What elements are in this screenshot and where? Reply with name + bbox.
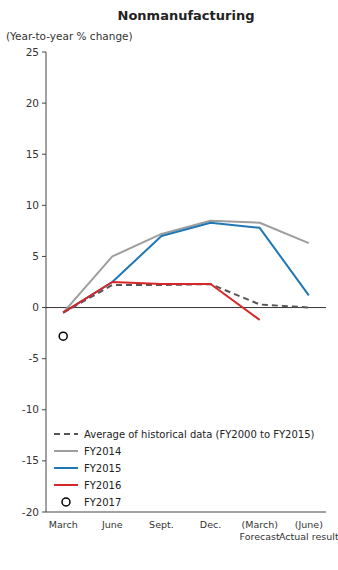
title: Nonmanufacturing — [118, 8, 255, 23]
legend-swatch — [54, 484, 78, 486]
y-axis-label: (Year-to-year % change) — [6, 30, 133, 42]
y-tick-label: -20 — [22, 506, 39, 518]
y-tick — [42, 512, 46, 513]
y-tick — [42, 409, 46, 410]
y-tick — [42, 103, 46, 104]
series-line — [63, 282, 259, 320]
y-tick — [42, 52, 46, 53]
series-line — [63, 223, 309, 313]
y-tick-label: 10 — [26, 199, 39, 211]
y-tick — [42, 154, 46, 155]
y-tick-label: 15 — [26, 148, 39, 160]
y-tick-label: -15 — [22, 454, 39, 466]
legend-label: Average of historical data (FY2000 to FY… — [84, 429, 315, 440]
legend-label: FY2015 — [84, 463, 121, 474]
legend-swatch — [54, 467, 78, 469]
legend: Average of historical data (FY2000 to FY… — [54, 429, 315, 508]
y-tick-label: 0 — [32, 301, 39, 313]
series-point — [59, 332, 67, 340]
x-tick-label: Dec. — [200, 519, 221, 530]
series-line — [63, 284, 309, 313]
legend-swatch — [62, 498, 70, 506]
x-tick-label: (June)Actual result — [279, 519, 338, 542]
y-tick-label: 20 — [26, 97, 39, 109]
x-tick-label: June — [101, 519, 123, 530]
x-tick-label: March — [49, 519, 78, 530]
y-tick — [42, 358, 46, 359]
x-axis-line — [46, 512, 326, 513]
y-tick-label: -5 — [29, 352, 39, 364]
y-tick — [42, 460, 46, 461]
y-tick-label: 25 — [26, 46, 39, 58]
y-axis-line — [46, 52, 47, 512]
legend-label: FY2016 — [84, 480, 121, 491]
y-tick-label: 5 — [32, 250, 39, 262]
legend-swatch — [54, 450, 78, 452]
y-tick — [42, 307, 46, 308]
y-tick — [42, 256, 46, 257]
chart: Nonmanufacturing (Year-to-year % change) -… — [0, 0, 338, 570]
x-tick-label: Sept. — [149, 519, 174, 530]
x-tick-label: (March)Forecast — [240, 519, 280, 542]
legend-label: FY2014 — [84, 446, 121, 457]
y-tick-label: -10 — [22, 403, 39, 415]
zero-line — [46, 307, 326, 308]
legend-swatch — [54, 433, 78, 435]
y-tick — [42, 205, 46, 206]
axes: -20 -15 -10 -5 0 5 10 15 20 25 March June Sept. Dec. (… — [22, 46, 338, 543]
legend-label: FY2017 — [84, 497, 121, 508]
series-line — [63, 221, 309, 313]
marks — [59, 221, 309, 341]
